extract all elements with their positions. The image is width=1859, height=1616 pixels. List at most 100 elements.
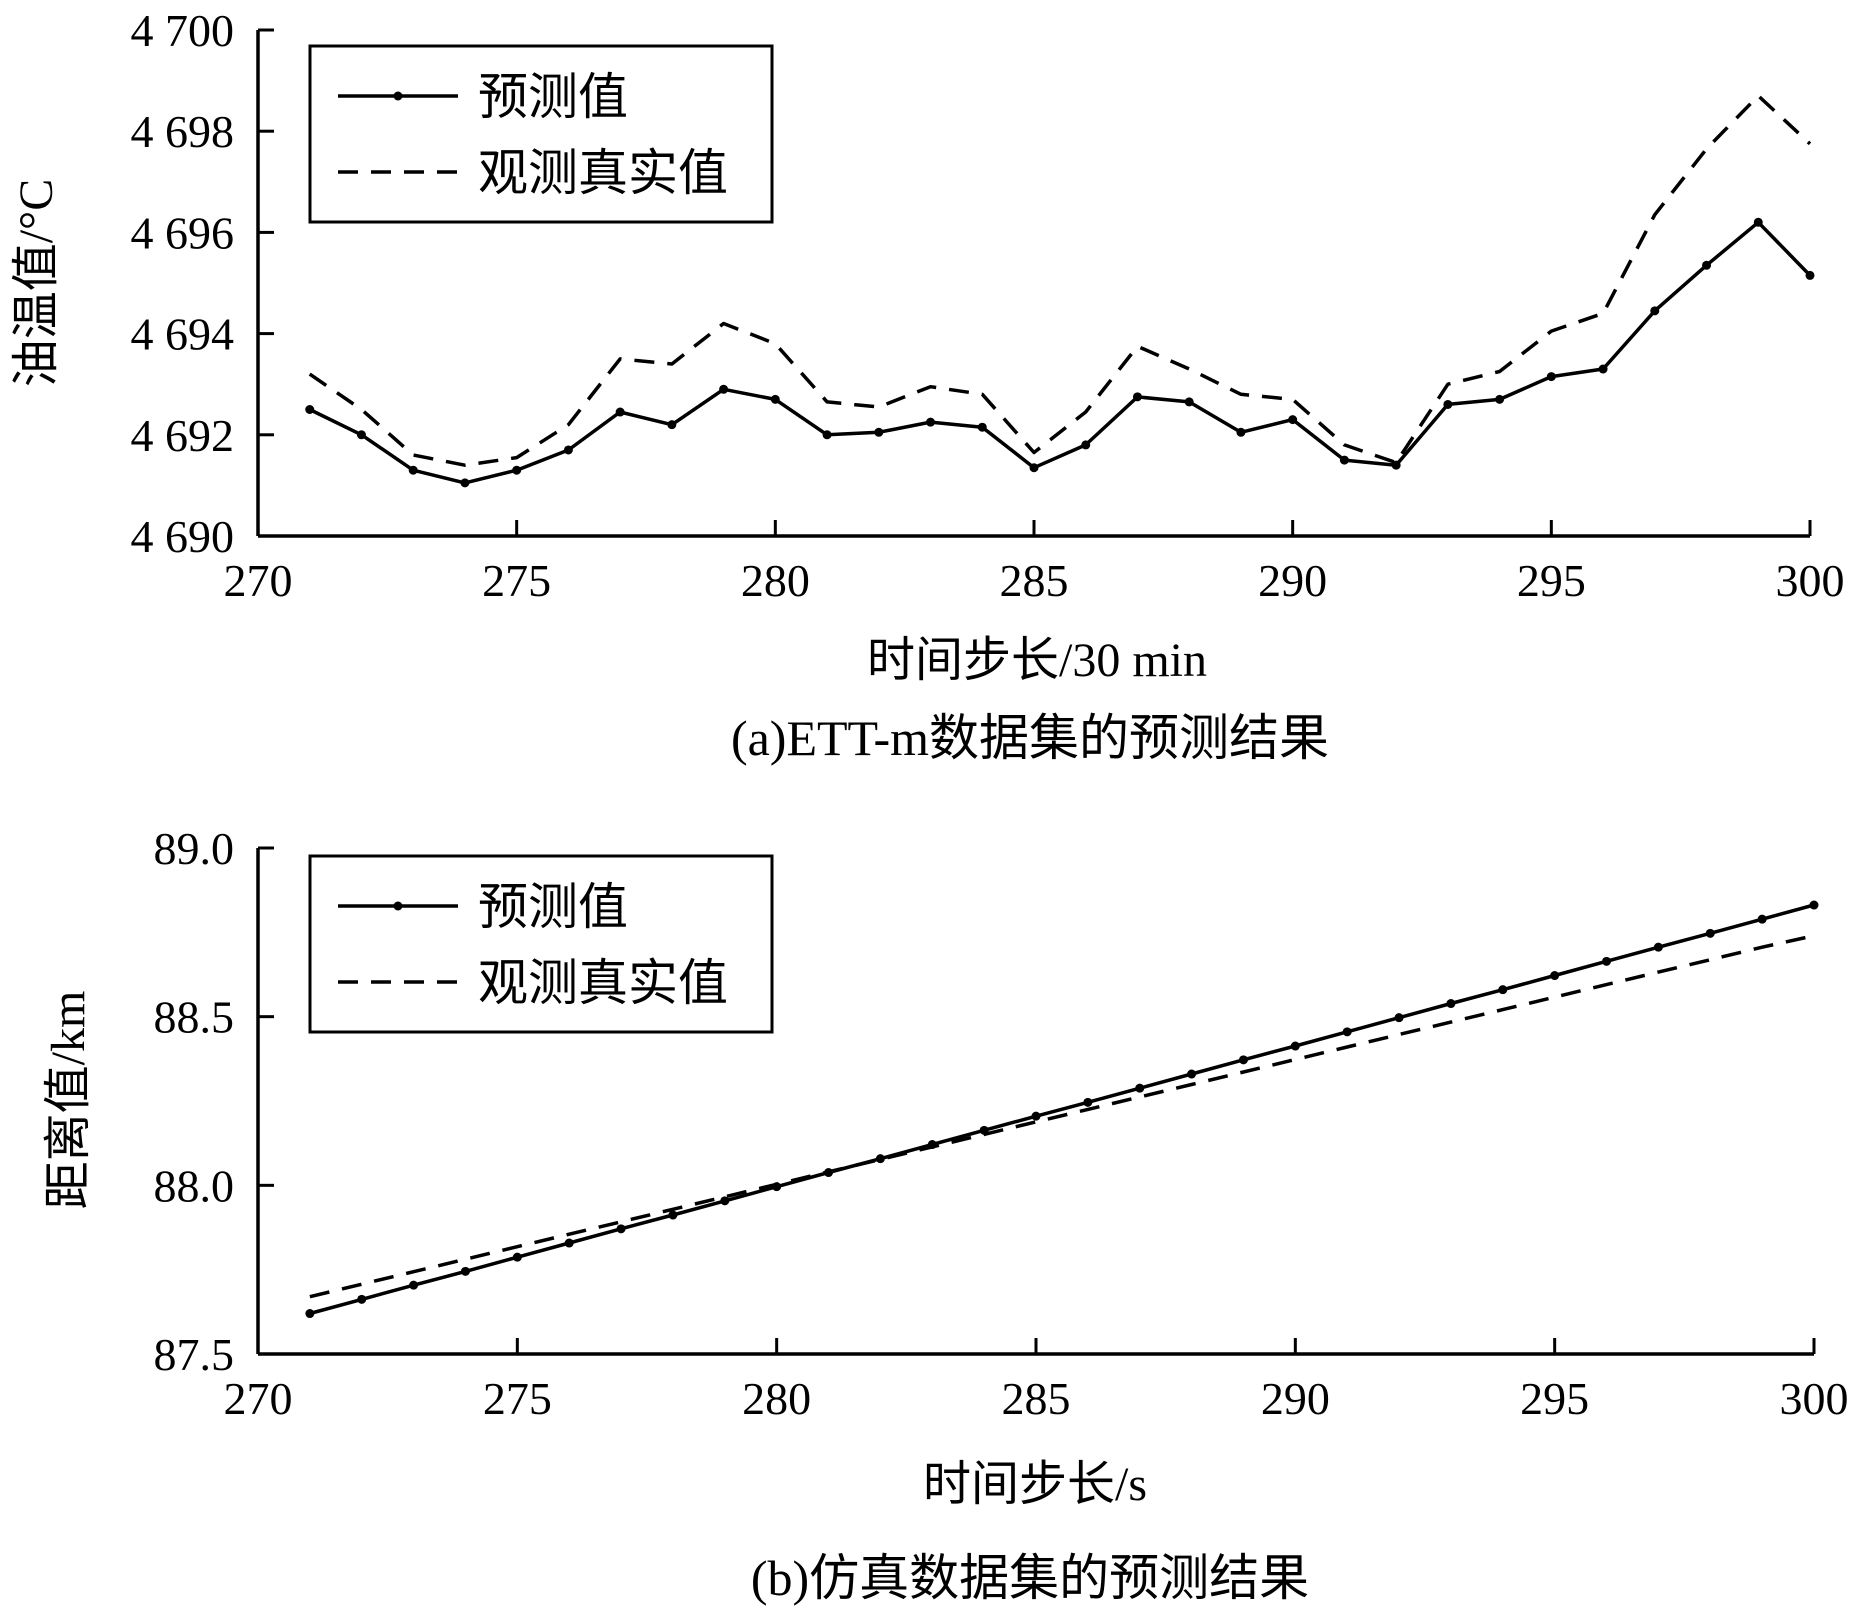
chart-b-y-tick-label: 87.5 (154, 1329, 235, 1380)
chart-a-series-predicted-point (1339, 455, 1349, 465)
chart-b-series-predicted-point (305, 1309, 315, 1319)
chart-b-y-tick-label: 88.5 (154, 992, 235, 1043)
chart-a-caption: (a)ETT-m数据集的预测结果 (731, 710, 1329, 766)
chart-b-series-predicted-point (720, 1196, 730, 1206)
chart-b-series-predicted-point (1394, 1013, 1404, 1023)
chart-a-y-axis-label: 油温值/°C (10, 179, 63, 388)
chart-a-series-predicted-point (977, 422, 987, 432)
chart-a-series-predicted-point (1391, 460, 1401, 470)
chart-b-series-predicted-point (1653, 942, 1663, 952)
chart-a-y-tick-label: 4 694 (131, 309, 235, 360)
chart-b-series-predicted-point (1705, 928, 1715, 938)
chart-a-series-predicted-point (356, 430, 366, 440)
chart-a-series-predicted-point (926, 417, 936, 427)
chart-a-series-predicted-point (1702, 260, 1712, 270)
chart-b-series-predicted-point (357, 1294, 367, 1304)
chart-a-series-predicted-point (1236, 427, 1246, 437)
chart-a-series-observed-line (308, 94, 1812, 467)
chart-b-x-tick-label: 295 (1520, 1373, 1589, 1424)
chart-b-series-predicted-point (1187, 1069, 1197, 1079)
chart-b-series-predicted-point (564, 1238, 574, 1248)
chart-a-series-predicted-point (1132, 392, 1142, 402)
chart-a-series-predicted-point (1081, 440, 1091, 450)
chart-b-series-predicted-point (1135, 1083, 1145, 1093)
chart-a-series-predicted-point (563, 445, 573, 455)
chart-a-series-predicted-point (615, 407, 625, 417)
chart-a-x-tick-label: 290 (1258, 555, 1327, 606)
chart-b-y-tick-label: 88.0 (154, 1160, 235, 1211)
chart-a-y-tick-label: 4 690 (131, 511, 235, 562)
chart-b: 87.5 88.0 88.5 89.0 270 275 280 285 290 295 300 预测… (42, 823, 1849, 1606)
chart-a-series-predicted-point (874, 427, 884, 437)
chart-a-series-predicted-point (1753, 217, 1763, 227)
chart-b-series-predicted-point (512, 1252, 522, 1262)
chart-a-legend: 预测值 观测真实值 (308, 44, 774, 224)
chart-b-legend: 预测值 观测真实值 (308, 854, 774, 1034)
chart-b-legend-solid-marker (393, 901, 403, 911)
chart-a-series-predicted-point (1805, 270, 1815, 280)
chart-b-series-predicted-point (1083, 1097, 1093, 1107)
chart-a: 4 690 4 692 4 694 4 696 4 698 4 700 270 275 280 2… (10, 5, 1845, 766)
chart-b-series-predicted-point (1550, 971, 1560, 981)
chart-b-series-predicted-point (409, 1280, 419, 1290)
chart-a-series-predicted-point (719, 384, 729, 394)
chart-a-series-predicted-line (308, 220, 1812, 485)
chart-b-series-predicted-point (616, 1224, 626, 1234)
chart-b-series-predicted-point (460, 1266, 470, 1276)
chart-a-series-predicted-point (512, 465, 522, 475)
chart-a-series-predicted-point (460, 478, 470, 488)
chart-a-series-predicted-point (770, 394, 780, 404)
chart-b-series-predicted-point (1290, 1041, 1300, 1051)
chart-b-x-tick-label: 285 (1002, 1373, 1071, 1424)
chart-b-series-predicted-point (1031, 1111, 1041, 1121)
chart-b-series-predicted-point (875, 1154, 885, 1164)
chart-a-x-tick-label: 300 (1776, 555, 1845, 606)
chart-a-plot-area: 4 690 4 692 4 694 4 696 4 698 4 700 270 275 280 2… (131, 5, 1845, 606)
chart-b-series-predicted-point (1342, 1027, 1352, 1037)
chart-a-series-predicted-point (1288, 415, 1298, 425)
chart-a-x-tick-label: 270 (224, 555, 293, 606)
chart-b-legend-label-observed: 观测真实值 (478, 955, 728, 1011)
chart-b-y-axis-label: 距离值/km (42, 991, 95, 1210)
chart-a-series-predicted-point (1598, 364, 1608, 374)
chart-b-x-tick-label: 270 (224, 1373, 293, 1424)
chart-a-y-tick-label: 4 692 (131, 410, 235, 461)
chart-a-series-predicted-point (1443, 399, 1453, 409)
chart-b-series-predicted-line (309, 903, 1815, 1316)
chart-a-series-predicted-point (1495, 394, 1505, 404)
chart-b-caption: (b)仿真数据集的预测结果 (751, 1550, 1309, 1606)
chart-b-x-axis-label: 时间步长/s (923, 1458, 1147, 1511)
chart-b-legend-label-predicted: 预测值 (478, 879, 628, 935)
chart-b-series-observed-line (309, 933, 1815, 1299)
chart-b-x-tick-label: 280 (742, 1373, 811, 1424)
chart-b-y-tick-label: 89.0 (154, 823, 235, 874)
chart-a-y-tick-label: 4 698 (131, 106, 235, 157)
chart-b-legend-box (308, 854, 774, 1034)
chart-a-x-tick-label: 285 (1000, 555, 1069, 606)
chart-a-legend-box (308, 44, 774, 224)
chart-a-series-predicted-point (1650, 306, 1660, 316)
chart-b-x-tick-label: 275 (483, 1373, 552, 1424)
chart-a-x-tick-label: 280 (741, 555, 810, 606)
chart-b-x-tick-label: 290 (1261, 1373, 1330, 1424)
chart-b-series-predicted-point (1446, 999, 1456, 1009)
chart-a-series-predicted-point (1029, 463, 1039, 473)
chart-b-series-predicted-point (1238, 1055, 1248, 1065)
chart-a-series-predicted-point (305, 405, 315, 414)
chart-a-x-tick-label: 275 (482, 555, 551, 606)
chart-b-series-predicted-point (668, 1210, 678, 1220)
chart-a-x-axis-label: 时间步长/30 min (867, 634, 1207, 687)
chart-a-series-predicted-point (1546, 372, 1556, 382)
chart-b-x-tick-label: 300 (1780, 1373, 1849, 1424)
chart-a-series-predicted-point (1184, 397, 1194, 407)
chart-a-legend-solid-marker (393, 91, 403, 101)
chart-b-series-predicted-point (1498, 985, 1508, 995)
chart-a-y-tick-label: 4 696 (131, 207, 235, 258)
chart-a-x-tick-label: 295 (1517, 555, 1586, 606)
chart-a-legend-label-predicted: 预测值 (478, 69, 628, 125)
chart-a-series-predicted-point (667, 420, 677, 430)
chart-b-series-predicted-point (1809, 900, 1819, 910)
chart-b-plot-area: 87.5 88.0 88.5 89.0 270 275 280 285 290 295 300 (154, 823, 1849, 1424)
chart-b-series-predicted-point (1602, 956, 1612, 966)
